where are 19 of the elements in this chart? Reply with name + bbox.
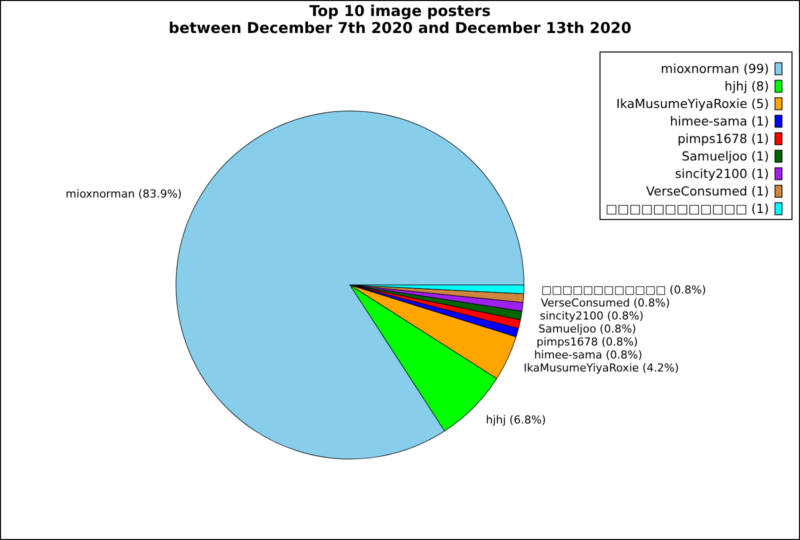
- legend-label: mioxnorman (99): [660, 61, 769, 76]
- legend-label: himee-sama (1): [670, 114, 769, 129]
- legend-label: VerseConsumed (1): [646, 184, 769, 199]
- data-label: Samueljoo (0.8%): [538, 322, 636, 336]
- legend-label: sincity2100 (1): [674, 166, 769, 182]
- legend-label: Samueljoo (1): [682, 148, 769, 164]
- data-label: mioxnorman (83.9%): [66, 187, 182, 200]
- data-label: himee-sama (0.8%): [534, 348, 642, 362]
- data-label: IkaMusumeYiyaRoxie (4.2%): [524, 362, 679, 375]
- chart-title: Top 10 image posters between December 7th 2020 and December 13th 2020: [168, 2, 632, 37]
- legend-label: IkaMusumeYiyaRoxie (5): [616, 96, 769, 112]
- legend-label: hjhj (8): [724, 78, 769, 94]
- legend-label: □□□□□□□□□□□□ (1): [606, 201, 769, 216]
- data-label: VerseConsumed (0.8%): [540, 296, 670, 310]
- legend-label: pimps1678 (1): [677, 131, 769, 146]
- data-label: hjhj (6.8%): [486, 414, 546, 427]
- data-label: □□□□□□□□□□□□ (0.8%): [541, 284, 706, 297]
- data-label: sincity2100 (0.8%): [540, 310, 644, 323]
- data-label: pimps1678 (0.8%): [536, 336, 638, 349]
